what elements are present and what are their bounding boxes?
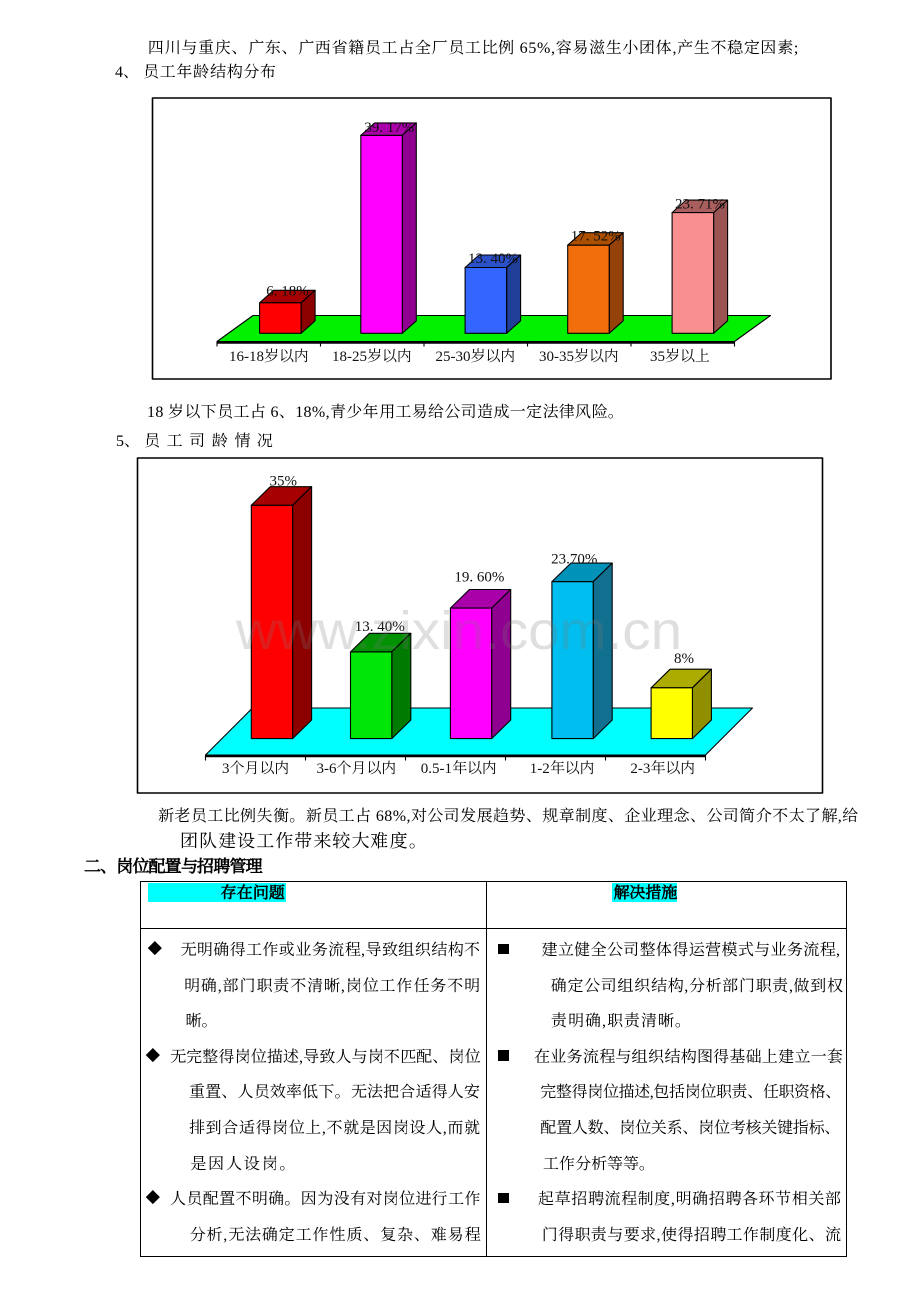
svg-text:0.5-1年以内: 0.5-1年以内 — [421, 759, 497, 777]
svg-text:3-6个月以内: 3-6个月以内 — [317, 760, 397, 777]
svg-text:13. 40%: 13. 40% — [468, 251, 518, 267]
svg-text:2-3年以内: 2-3年以内 — [630, 759, 695, 777]
svg-text:8%: 8% — [674, 651, 694, 667]
svg-text:13. 40%: 13. 40% — [355, 619, 405, 635]
svg-text:17. 52%: 17. 52% — [571, 229, 621, 245]
svg-text:23. 71%: 23. 71% — [675, 197, 725, 213]
svg-text:16-18岁以内: 16-18岁以内 — [229, 348, 309, 365]
svg-text:19. 60%: 19. 60% — [454, 570, 504, 586]
svg-text:6. 18%: 6. 18% — [266, 284, 309, 300]
svg-text:35岁以上: 35岁以上 — [650, 348, 710, 365]
svg-text:30-35岁以内: 30-35岁以内 — [539, 348, 619, 365]
svg-text:www.zixin.com.cn: www.zixin.com.cn — [235, 601, 682, 661]
svg-text:23.70%: 23.70% — [551, 552, 597, 568]
svg-text:18-25岁以内: 18-25岁以内 — [332, 348, 412, 365]
svg-text:25-30岁以内: 25-30岁以内 — [436, 348, 516, 365]
svg-text:39. 17%: 39. 17% — [364, 120, 414, 136]
svg-text:1-2年以内: 1-2年以内 — [530, 759, 595, 777]
svg-text:3个月以内: 3个月以内 — [222, 760, 290, 777]
svg-text:35%: 35% — [269, 474, 297, 490]
